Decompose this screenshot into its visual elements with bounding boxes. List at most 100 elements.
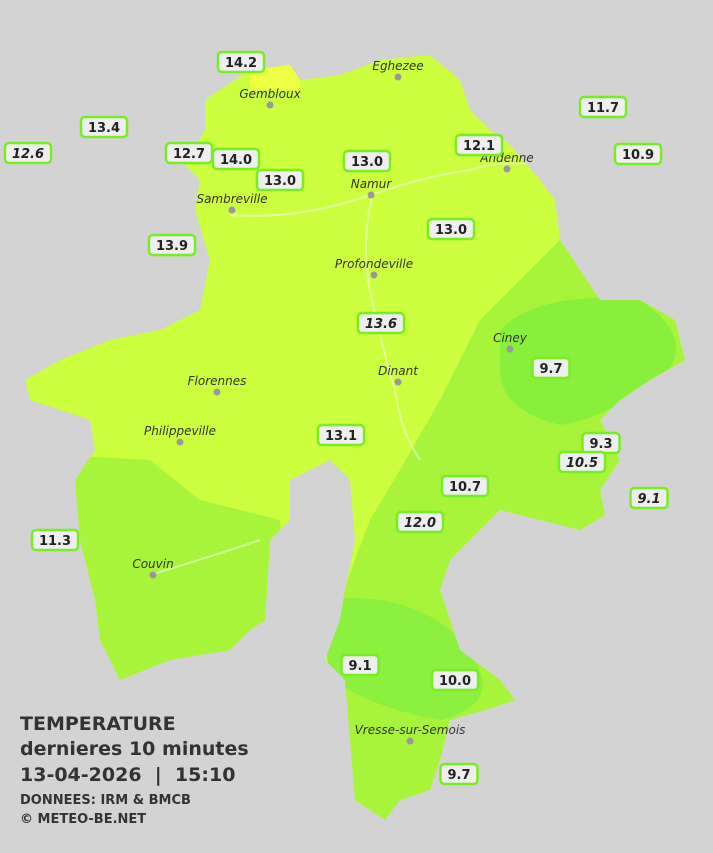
station: 11.7	[578, 95, 628, 119]
station-value: 9.3	[589, 437, 612, 452]
station: 12.6	[3, 141, 53, 165]
station-value: 9.7	[447, 768, 470, 783]
station: 9.7	[439, 762, 479, 786]
caption-source: DONNEES: IRM & BMCB	[20, 793, 191, 808]
station-box	[211, 147, 261, 171]
city-label: Eghezee	[372, 59, 423, 73]
city-label: Sambreville	[196, 192, 267, 206]
station-value: 11.7	[587, 101, 619, 116]
caption-copyright: © METEO-BE.NET	[20, 812, 146, 827]
station-value: 10.7	[449, 480, 481, 495]
station: 13.0	[426, 217, 476, 241]
station-box	[578, 95, 628, 119]
station: 9.3	[581, 431, 621, 455]
station-value: 11.3	[39, 534, 71, 549]
caption: TEMPERATURE dernieres 10 minutes 13-04-2…	[20, 713, 249, 827]
station: 9.1	[340, 653, 380, 677]
station: 10.7	[440, 474, 490, 498]
station: 9.7	[531, 356, 571, 380]
station-value: 10.0	[439, 674, 471, 689]
station-box	[440, 474, 490, 498]
city-dot	[506, 345, 514, 353]
city-label: Philippeville	[144, 424, 216, 438]
station-box	[430, 668, 480, 692]
station-value: 13.0	[351, 155, 383, 170]
station-value: 10.9	[622, 148, 654, 163]
station-value: 13.4	[88, 121, 120, 136]
station-box	[342, 149, 392, 173]
city-dot	[367, 191, 375, 199]
station: 13.0	[342, 149, 392, 173]
station-value: 9.1	[637, 492, 660, 507]
station: 13.4	[79, 115, 129, 139]
city-label: Ciney	[493, 331, 528, 345]
station: 14.0	[211, 147, 261, 171]
city-dot	[406, 737, 414, 745]
station-box	[426, 217, 476, 241]
city-dot	[394, 378, 402, 386]
station-value: 13.6	[365, 317, 397, 332]
city-label: Vresse-sur-Semois	[355, 723, 466, 737]
stations: 14.2 13.4 12.6 12.7 14.0 13.0 13.0 12.1 11.7 10.9…	[3, 50, 669, 786]
station-value: 12.1	[463, 139, 495, 154]
city-label: Namur	[351, 177, 393, 191]
station-value: 12.6	[12, 147, 44, 162]
station-box	[316, 423, 366, 447]
station: 12.1	[454, 133, 504, 157]
station: 13.9	[147, 233, 197, 257]
station-value: 14.2	[225, 56, 257, 71]
station: 10.5	[557, 450, 607, 474]
station-value: 9.7	[539, 362, 562, 377]
station: 9.1	[629, 486, 669, 510]
station-box	[255, 168, 305, 192]
station-box	[356, 311, 406, 335]
station-value: 13.1	[325, 429, 357, 444]
station: 10.9	[613, 142, 663, 166]
caption-subtitle: dernieres 10 minutes	[20, 738, 249, 760]
station-box	[613, 142, 663, 166]
station-box	[629, 486, 669, 510]
city-dot	[176, 438, 184, 446]
station: 11.3	[30, 528, 80, 552]
city-label: Gembloux	[239, 87, 301, 101]
station: 12.0	[395, 510, 445, 534]
station-box	[30, 528, 80, 552]
station-value: 13.0	[264, 174, 296, 189]
city-dot	[266, 101, 274, 109]
caption-timestamp: 13-04-2026 | 15:10	[20, 764, 235, 786]
caption-title: TEMPERATURE	[20, 713, 176, 735]
city-dot	[394, 73, 402, 81]
city-label: Florennes	[188, 374, 247, 388]
station-box	[439, 762, 479, 786]
station-box	[557, 450, 607, 474]
station-box	[395, 510, 445, 534]
city-dot	[149, 571, 157, 579]
station-value: 13.0	[435, 223, 467, 238]
cities: EghezeeGemblouxAndenneNamurSambrevillePr…	[132, 59, 534, 745]
station: 13.1	[316, 423, 366, 447]
station-box	[216, 50, 266, 74]
city-dot	[228, 206, 236, 214]
city-label: Profondeville	[335, 257, 413, 271]
station-box	[340, 653, 380, 677]
station-box	[3, 141, 53, 165]
station: 14.2	[216, 50, 266, 74]
city-dot	[213, 388, 221, 396]
station-value: 14.0	[220, 153, 252, 168]
city-label: Couvin	[132, 557, 173, 571]
station-box	[531, 356, 571, 380]
city-dot	[503, 165, 511, 173]
station: 10.0	[430, 668, 480, 692]
station: 13.0	[255, 168, 305, 192]
station-value: 13.9	[156, 239, 188, 254]
station: 12.7	[164, 141, 214, 165]
city-label: Dinant	[378, 364, 419, 378]
station: 13.6	[356, 311, 406, 335]
station-value: 12.7	[173, 147, 205, 162]
station-box	[147, 233, 197, 257]
station-value: 10.5	[566, 456, 598, 471]
station-value: 9.1	[348, 659, 371, 674]
city-dot	[370, 271, 378, 279]
